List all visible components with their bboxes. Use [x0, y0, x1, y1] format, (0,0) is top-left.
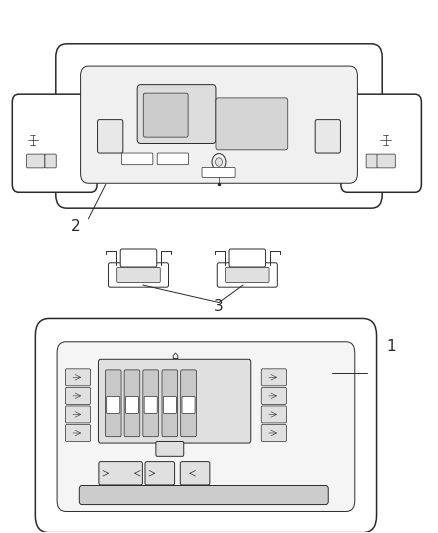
Text: 1: 1: [386, 338, 396, 353]
FancyBboxPatch shape: [145, 462, 175, 485]
FancyBboxPatch shape: [261, 387, 286, 405]
Text: 2: 2: [71, 219, 80, 234]
FancyBboxPatch shape: [217, 263, 277, 287]
FancyBboxPatch shape: [202, 167, 235, 177]
FancyBboxPatch shape: [226, 268, 269, 282]
FancyBboxPatch shape: [109, 263, 169, 287]
FancyBboxPatch shape: [35, 318, 377, 532]
FancyBboxPatch shape: [65, 369, 91, 386]
FancyBboxPatch shape: [143, 370, 159, 437]
FancyBboxPatch shape: [143, 93, 188, 137]
FancyBboxPatch shape: [65, 424, 91, 441]
FancyBboxPatch shape: [125, 397, 138, 414]
Text: 3: 3: [214, 299, 224, 314]
FancyBboxPatch shape: [120, 249, 157, 267]
FancyBboxPatch shape: [366, 154, 378, 168]
FancyBboxPatch shape: [65, 387, 91, 405]
FancyBboxPatch shape: [137, 85, 216, 143]
FancyBboxPatch shape: [45, 154, 56, 168]
FancyBboxPatch shape: [106, 370, 121, 437]
FancyBboxPatch shape: [180, 462, 210, 485]
FancyBboxPatch shape: [377, 154, 395, 168]
FancyBboxPatch shape: [117, 268, 160, 282]
FancyBboxPatch shape: [99, 359, 251, 443]
FancyBboxPatch shape: [181, 370, 196, 437]
FancyBboxPatch shape: [79, 486, 328, 505]
Text: ⌂: ⌂: [171, 351, 178, 361]
FancyBboxPatch shape: [261, 369, 286, 386]
FancyBboxPatch shape: [341, 94, 421, 192]
Circle shape: [215, 158, 223, 166]
FancyBboxPatch shape: [57, 342, 355, 512]
FancyBboxPatch shape: [156, 441, 184, 456]
FancyBboxPatch shape: [107, 397, 120, 414]
FancyBboxPatch shape: [261, 406, 286, 423]
FancyBboxPatch shape: [81, 66, 357, 183]
FancyBboxPatch shape: [162, 370, 178, 437]
FancyBboxPatch shape: [182, 397, 195, 414]
FancyBboxPatch shape: [65, 406, 91, 423]
FancyBboxPatch shape: [99, 462, 142, 485]
FancyBboxPatch shape: [261, 424, 286, 441]
FancyBboxPatch shape: [216, 98, 288, 150]
FancyBboxPatch shape: [315, 119, 340, 153]
FancyBboxPatch shape: [124, 370, 140, 437]
FancyBboxPatch shape: [163, 397, 177, 414]
FancyBboxPatch shape: [157, 153, 188, 165]
FancyBboxPatch shape: [144, 397, 157, 414]
FancyBboxPatch shape: [12, 94, 97, 192]
FancyBboxPatch shape: [56, 44, 382, 208]
FancyBboxPatch shape: [98, 119, 123, 153]
FancyBboxPatch shape: [27, 154, 45, 168]
FancyBboxPatch shape: [121, 153, 153, 165]
FancyBboxPatch shape: [229, 249, 265, 267]
